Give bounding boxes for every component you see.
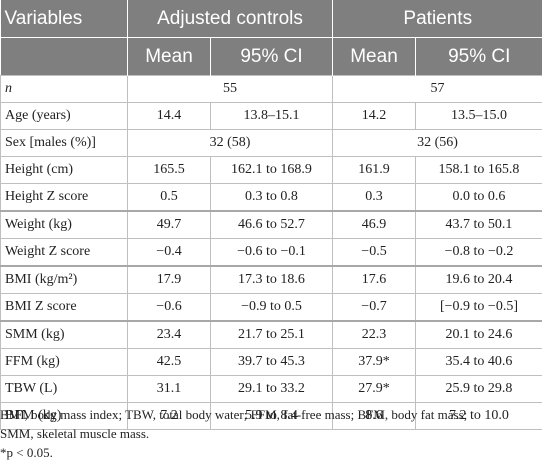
controls-ci: 17.3 to 18.6	[210, 265, 333, 294]
patients-mean: −0.7	[332, 293, 416, 321]
controls-ci: 46.6 to 52.7	[210, 210, 333, 239]
row-label: Height Z score	[0, 183, 128, 211]
controls-value: 32 (58)	[127, 129, 333, 157]
patients-ci: [−0.9 to −0.5]	[415, 293, 542, 321]
footnote-abbreviations-1: BMI, body mass index; TBW, total body wa…	[0, 407, 468, 422]
controls-mean: 165.5	[127, 156, 211, 184]
table-row: TBW (L) 31.1 29.1 to 33.2 27.9* 25.9 to …	[0, 375, 542, 403]
row-label: Weight (kg)	[0, 210, 128, 239]
footnote-abbreviations-2: SMM, skeletal muscle mass.	[0, 426, 150, 441]
row-label: TBW (L)	[0, 375, 128, 403]
table-row: n 55 57	[0, 75, 542, 103]
controls-ci: 29.1 to 33.2	[210, 375, 333, 403]
patients-ci: 20.1 to 24.6	[415, 320, 542, 349]
controls-mean: 49.7	[127, 210, 211, 239]
patients-mean: 161.9	[332, 156, 416, 184]
controls-ci: 21.7 to 25.1	[210, 320, 333, 349]
controls-mean: 31.1	[127, 375, 211, 403]
controls-mean: 42.5	[127, 348, 211, 376]
row-label: Sex [males (%)]	[0, 129, 128, 157]
variables-header: Variables	[0, 0, 128, 38]
controls-ci: 5.9 to 8.4	[210, 402, 333, 430]
controls-mean: 17.9	[127, 265, 211, 294]
row-label: Weight Z score	[0, 238, 128, 266]
patients-value: 32 (56)	[332, 129, 542, 157]
patients-ci: 7.2 to 10.0	[415, 402, 542, 430]
controls-ci: 13.8–15.1	[210, 102, 333, 130]
patients-ci: 25.9 to 29.8	[415, 375, 542, 403]
controls-mean: −0.4	[127, 238, 211, 266]
patients-group-header: Patients	[332, 0, 542, 38]
patients-ci: −0.8 to −0.2	[415, 238, 542, 266]
row-label: BMI Z score	[0, 293, 128, 321]
patients-mean: 27.9*	[332, 375, 416, 403]
footnote-significance: *p < 0.05.	[0, 445, 53, 460]
row-label: BFM (kg)	[0, 402, 128, 430]
table-row: Sex [males (%)] 32 (58) 32 (56)	[0, 129, 542, 157]
table-row: BMI Z score −0.6 −0.9 to 0.5 −0.7 [−0.9 …	[0, 293, 542, 321]
patients-ci: 43.7 to 50.1	[415, 210, 542, 239]
table-row: Weight (kg) 49.7 46.6 to 52.7 46.9 43.7 …	[0, 210, 542, 239]
patients-ci-header: 95% CI	[415, 37, 542, 76]
row-label: n	[0, 75, 128, 103]
patients-mean: 46.9	[332, 210, 416, 239]
row-label: Age (years)	[0, 102, 128, 130]
controls-mean: −0.6	[127, 293, 211, 321]
table-row: Weight Z score −0.4 −0.6 to −0.1 −0.5 −0…	[0, 238, 542, 266]
patients-mean: 22.3	[332, 320, 416, 349]
patients-ci: 35.4 to 40.6	[415, 348, 542, 376]
table-row: Height (cm) 165.5 162.1 to 168.9 161.9 1…	[0, 156, 542, 184]
row-label: FFM (kg)	[0, 348, 128, 376]
controls-mean-header: Mean	[127, 37, 211, 76]
patients-mean: 0.3	[332, 183, 416, 211]
controls-ci: −0.9 to 0.5	[210, 293, 333, 321]
patients-mean-header: Mean	[332, 37, 416, 76]
variables-subheader-blank	[0, 37, 128, 76]
controls-ci: 0.3 to 0.8	[210, 183, 333, 211]
table-row: Height Z score 0.5 0.3 to 0.8 0.3 0.0 to…	[0, 183, 542, 211]
controls-ci: 162.1 to 168.9	[210, 156, 333, 184]
patients-ci: 158.1 to 165.8	[415, 156, 542, 184]
controls-ci: −0.6 to −0.1	[210, 238, 333, 266]
patients-value: 57	[332, 75, 542, 103]
patients-mean: 17.6	[332, 265, 416, 294]
table-row: SMM (kg) 23.4 21.7 to 25.1 22.3 20.1 to …	[0, 320, 542, 349]
controls-group-header: Adjusted controls	[127, 0, 333, 38]
patients-ci: 0.0 to 0.6	[415, 183, 542, 211]
controls-mean: 0.5	[127, 183, 211, 211]
patients-ci: 13.5–15.0	[415, 102, 542, 130]
controls-mean: 14.4	[127, 102, 211, 130]
controls-mean: 23.4	[127, 320, 211, 349]
table-footnote: BMI, body mass index; TBW, total body wa…	[0, 405, 542, 462]
table-row: BMI (kg/m²) 17.9 17.3 to 18.6 17.6 19.6 …	[0, 265, 542, 294]
controls-value: 55	[127, 75, 333, 103]
patients-mean: 37.9*	[332, 348, 416, 376]
patients-ci: 19.6 to 20.4	[415, 265, 542, 294]
controls-ci: 39.7 to 45.3	[210, 348, 333, 376]
row-label: Height (cm)	[0, 156, 128, 184]
table-row: BFM (kg) 7.2 5.9 to 8.4 8.6 7.2 to 10.0	[0, 402, 542, 430]
controls-ci-header: 95% CI	[210, 37, 333, 76]
row-label: SMM (kg)	[0, 320, 128, 349]
table-row: Age (years) 14.4 13.8–15.1 14.2 13.5–15.…	[0, 102, 542, 130]
results-table: Variables Adjusted controls Patients Mea…	[0, 0, 542, 430]
patients-mean: 8.6	[332, 402, 416, 430]
row-label: BMI (kg/m²)	[0, 265, 128, 294]
table-row: FFM (kg) 42.5 39.7 to 45.3 37.9* 35.4 to…	[0, 348, 542, 376]
controls-mean: 7.2	[127, 402, 211, 430]
patients-mean: −0.5	[332, 238, 416, 266]
patients-mean: 14.2	[332, 102, 416, 130]
